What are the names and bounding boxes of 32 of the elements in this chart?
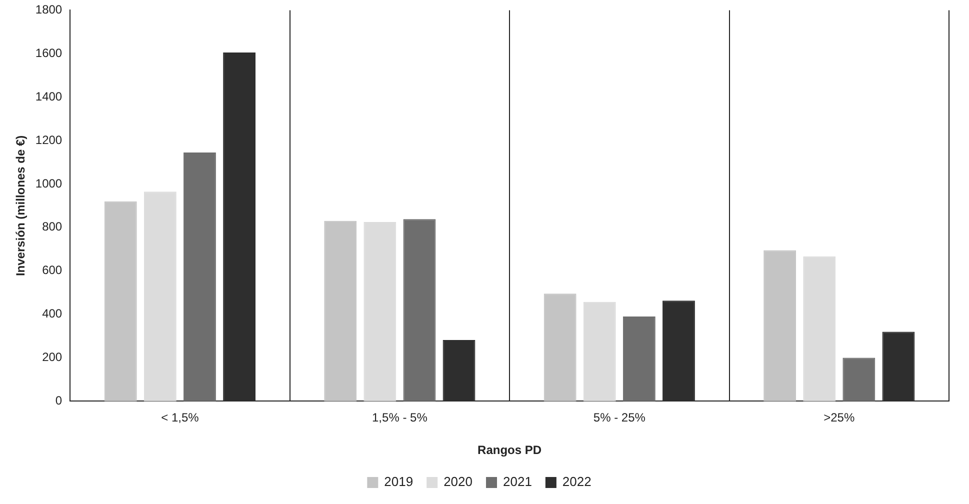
bar (184, 152, 216, 402)
y-tick-label: 400 (42, 306, 62, 321)
x-axis-title: Rangos PD (478, 443, 542, 458)
bar (583, 302, 616, 402)
x-tick-label: < 1,5% (161, 410, 200, 425)
bar (544, 294, 576, 402)
x-tick-label: >25% (824, 410, 855, 425)
bar (144, 192, 176, 402)
x-tick-label: 5% - 25% (593, 410, 646, 425)
y-axis-title: Inversión (millones de €) (14, 135, 28, 276)
bar (764, 250, 796, 402)
y-tick-label: 200 (42, 350, 62, 364)
legend-label: 2021 (503, 474, 532, 490)
bar (842, 358, 876, 402)
bar (403, 219, 436, 402)
y-tick-label: 1400 (35, 89, 62, 104)
legend-label: 2019 (384, 474, 414, 490)
bar (622, 316, 656, 402)
bar (324, 220, 357, 402)
bar (803, 256, 836, 402)
x-tick-label: 1,5% - 5% (372, 410, 428, 425)
legend-label: 2020 (444, 474, 472, 490)
y-tick-label: 1200 (35, 132, 62, 147)
legend-label: 2022 (562, 474, 592, 490)
y-tick-label: 600 (42, 263, 62, 278)
y-tick-label: 1800 (35, 2, 62, 17)
y-tick-label: 1600 (35, 46, 62, 60)
bar (364, 222, 396, 402)
y-tick-label: 0 (55, 394, 62, 408)
y-tick-label: 800 (42, 220, 62, 234)
y-tick-label: 1000 (35, 176, 62, 190)
bar (104, 201, 137, 402)
